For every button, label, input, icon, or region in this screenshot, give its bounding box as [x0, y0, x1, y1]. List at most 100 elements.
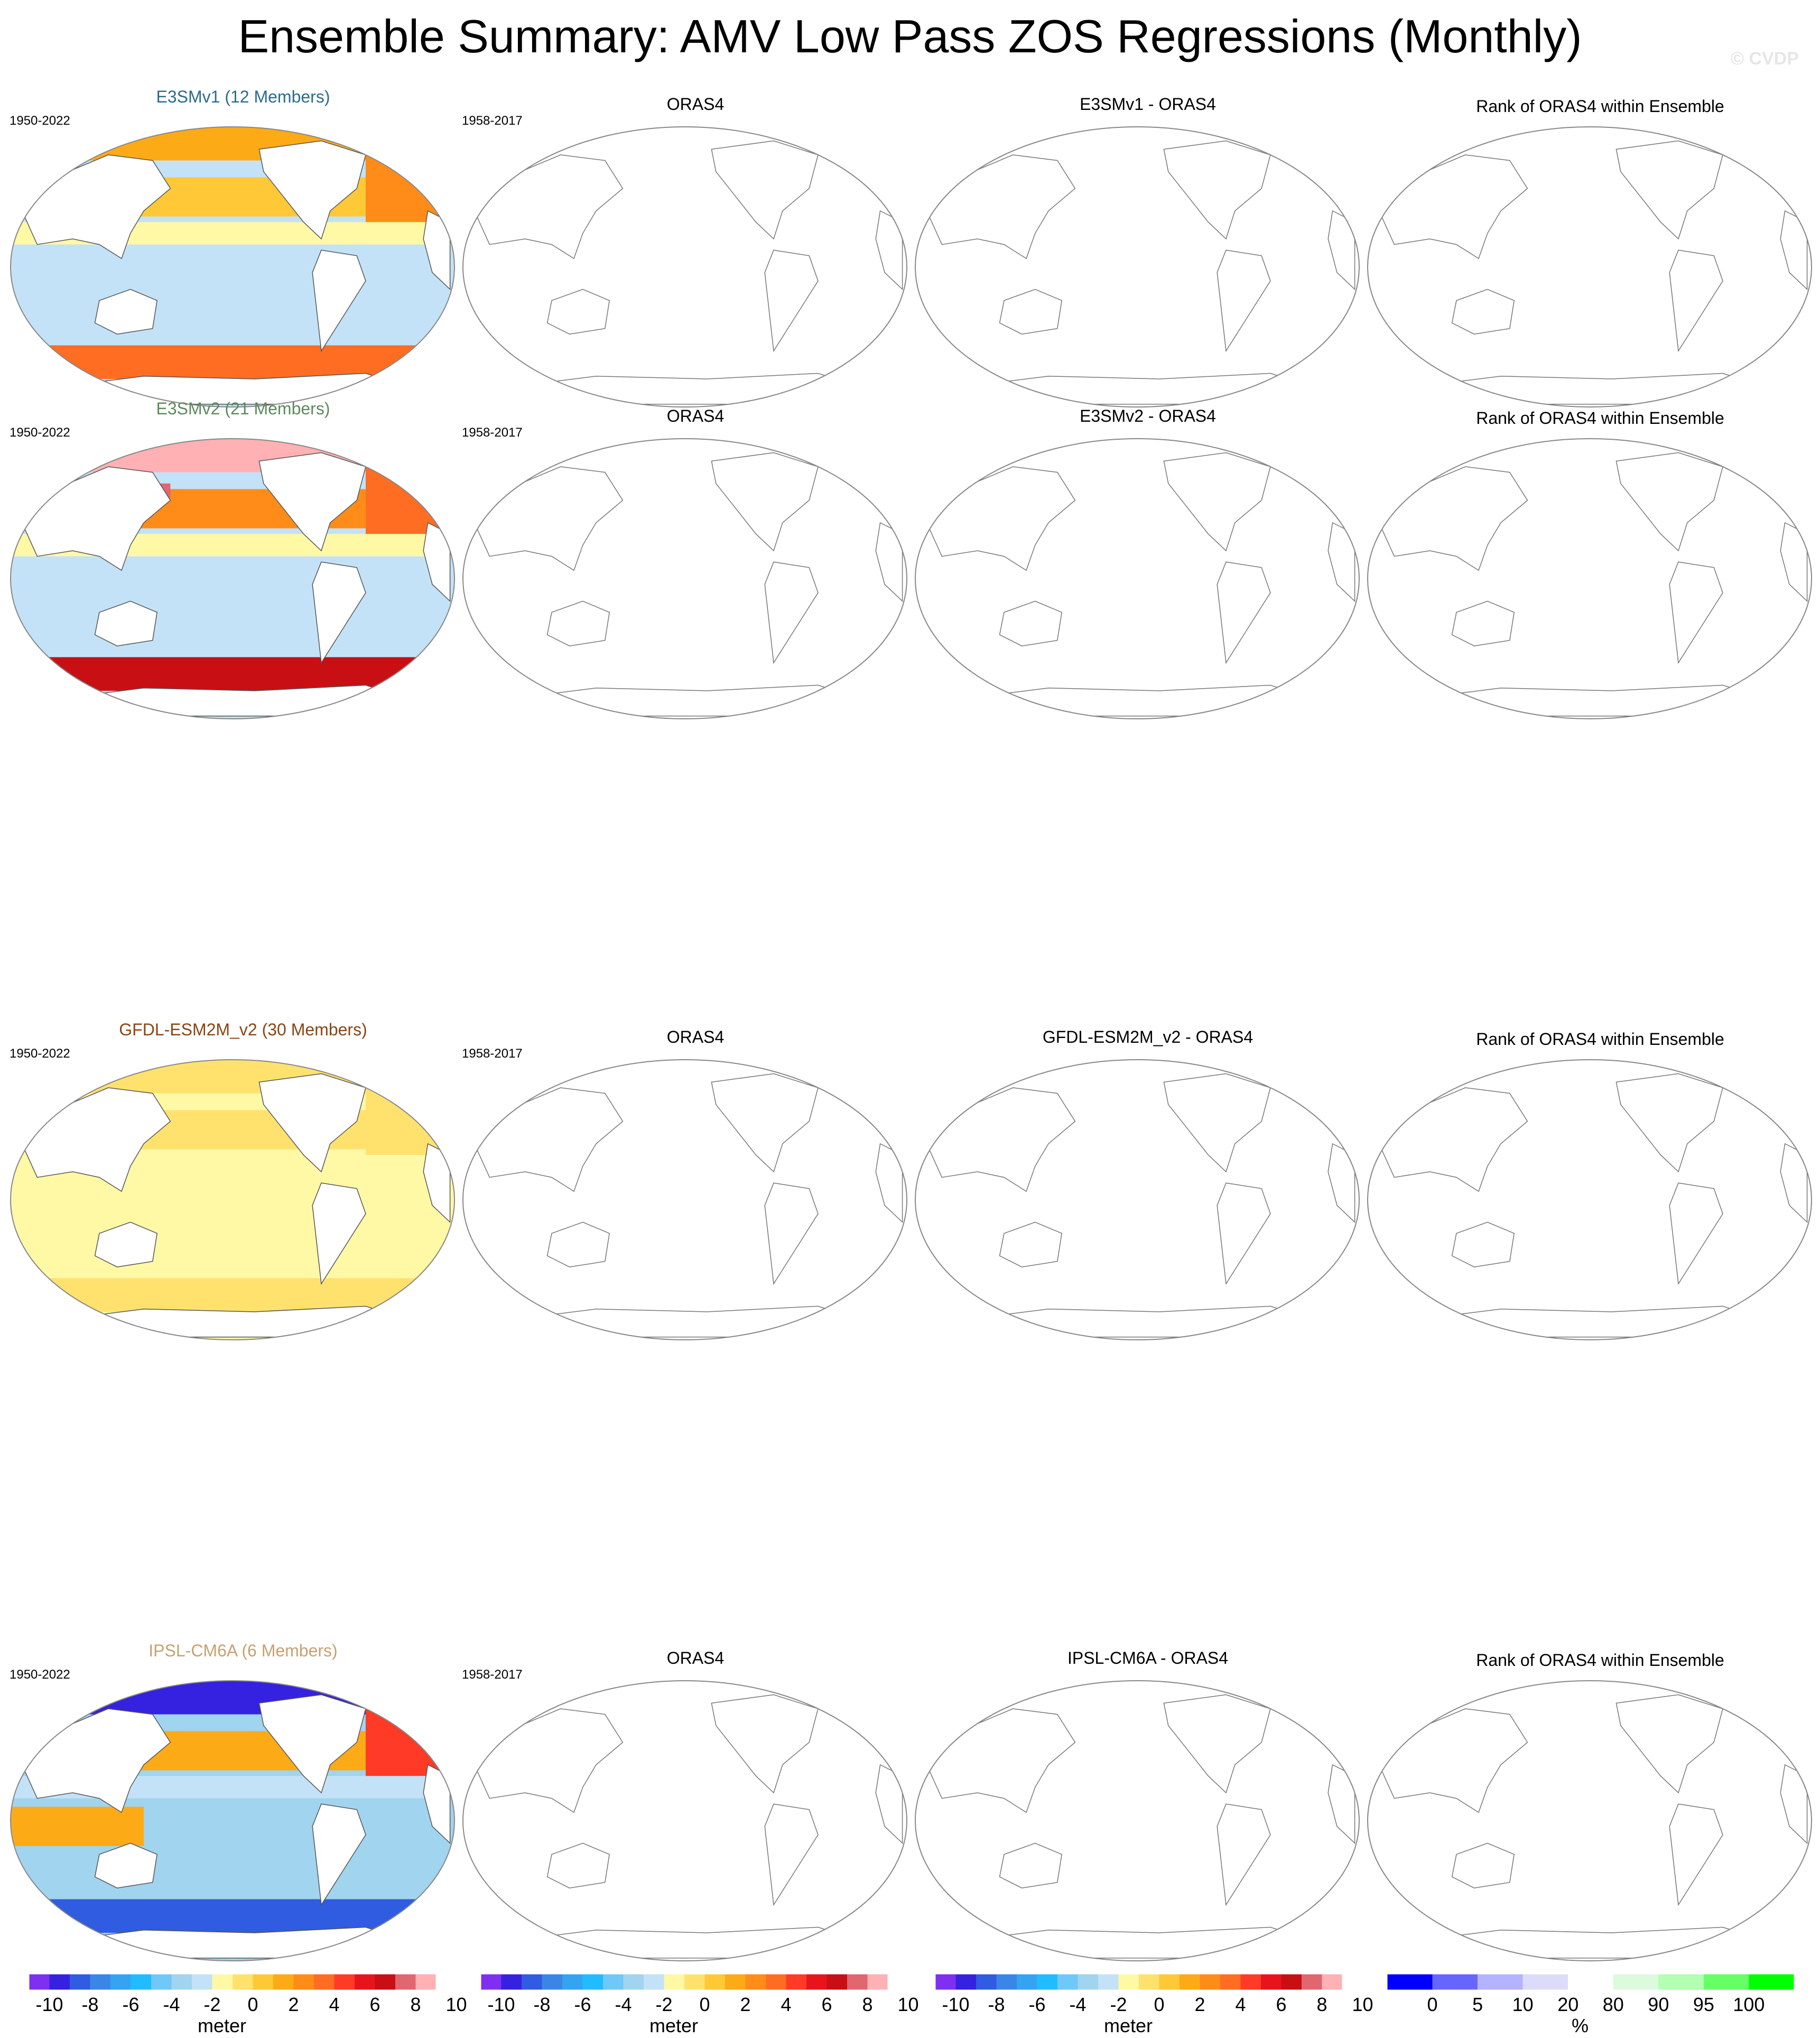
colorbar-swatch	[745, 1974, 766, 1990]
panel-title-diff: E3SMv1 - ORAS4	[1080, 95, 1216, 114]
colorbar-swatch	[1057, 1974, 1078, 1990]
colorbar-tick-label: 4	[1235, 1994, 1246, 2015]
colorbar-swatch	[867, 1974, 888, 1990]
map-panel	[915, 1680, 1360, 1961]
coastline	[711, 140, 819, 240]
panel-title-model: IPSL-CM6A (6 Members)	[148, 1641, 337, 1660]
colorbar-tick-label: 6	[1276, 1994, 1286, 2015]
map-panel	[10, 1680, 455, 1961]
colorbar-swatch	[1322, 1974, 1342, 1990]
colorbar: -10 -8 -6 -4 -2 0 2 4 6 8 10 meter	[29, 1974, 467, 2036]
coastline	[546, 1221, 610, 1267]
colorbar-tick-label: 8	[1316, 1994, 1327, 2015]
colorbar-swatch	[1180, 1974, 1200, 1990]
colorbar-swatch	[49, 1974, 70, 1990]
coastline	[1451, 1842, 1515, 1888]
colorbar-swatch	[481, 1974, 502, 1990]
land-mask	[258, 1073, 366, 1173]
colorbar-tick-label: -2	[655, 1994, 672, 2015]
map-border	[10, 1059, 455, 1340]
colorbar-swatch	[1159, 1974, 1180, 1990]
colorbar-swatch	[806, 1974, 827, 1990]
colorbar-swatch	[1037, 1974, 1057, 1990]
coastline	[711, 1694, 819, 1794]
map-border	[915, 1680, 1360, 1961]
coastline	[1669, 1182, 1723, 1285]
colorbar-swatch	[786, 1974, 806, 1990]
coastline	[1217, 1803, 1271, 1906]
colorbar-tick-label: 10	[445, 1994, 467, 2015]
coastline	[471, 154, 624, 260]
colorbar-swatch	[1078, 1974, 1098, 1990]
coastline	[1669, 1803, 1723, 1906]
colorbar: 0 5 10 20 80 90 95 100%	[1387, 1974, 1795, 2036]
colorbar-swatch	[935, 1974, 956, 1990]
colorbar-tick-label: -2	[1110, 1994, 1127, 2015]
land-mask	[94, 289, 158, 335]
region-indian-ocean	[11, 564, 144, 604]
colorbar-tick-label: -2	[203, 1994, 220, 2015]
coastline	[1669, 561, 1723, 664]
colorbar-swatch	[1098, 1974, 1119, 1990]
land-mask	[94, 1221, 158, 1267]
panel-title-rank: Rank of ORAS4 within Ensemble	[1476, 97, 1724, 116]
colorbar-tick-label: 6	[369, 1994, 380, 2015]
map-panel	[462, 126, 907, 407]
period-label: 1950-2022	[10, 1668, 70, 1682]
land-mask	[94, 600, 158, 646]
colorbar-tick-label: 0	[1427, 1994, 1438, 2015]
period-label: 1958-2017	[462, 425, 523, 440]
coastline	[1615, 140, 1723, 240]
colorbar-swatch	[1200, 1974, 1220, 1990]
colorbar-swatch	[273, 1974, 294, 1990]
colorbar-tick-label: 0	[247, 1994, 258, 2015]
colorbar-tick-label: 2	[1194, 1994, 1205, 2015]
coastline	[764, 561, 819, 664]
colorbar: -10 -8 -6 -4 -2 0 2 4 6 8 10 meter	[935, 1974, 1373, 2036]
colorbar-swatch	[171, 1974, 192, 1990]
colorbar: -10 -8 -6 -4 -2 0 2 4 6 8 10 meter	[480, 1974, 919, 2036]
map-panel	[10, 126, 455, 407]
coastline	[923, 466, 1076, 571]
colorbar-swatch	[1432, 1974, 1478, 1990]
panel-title-obs: ORAS4	[667, 95, 724, 114]
colorbar-tick-label: -6	[574, 1994, 591, 2015]
coastline	[999, 600, 1063, 646]
period-label: 1950-2022	[10, 425, 70, 440]
colorbar-swatch	[644, 1974, 664, 1990]
coastline	[764, 1803, 819, 1906]
colorbar-swatch	[1220, 1974, 1241, 1990]
colorbar-swatch	[1017, 1974, 1037, 1990]
map-panel	[915, 1059, 1360, 1340]
coastline	[1780, 210, 1808, 291]
coastline	[507, 1926, 872, 1959]
coastline	[711, 452, 819, 552]
colorbar-tick-label: 5	[1472, 1994, 1483, 2015]
colorbar-tick-label: 95	[1693, 1994, 1714, 2015]
colorbar-swatch	[827, 1974, 847, 1990]
colorbar-tick-label: 0	[1154, 1994, 1164, 2015]
map-border	[915, 126, 1360, 407]
colorbar-units: meter	[1104, 2015, 1153, 2036]
coastline	[1376, 1087, 1528, 1192]
coastline	[471, 1087, 624, 1192]
panel-title-rank: Rank of ORAS4 within Ensemble	[1476, 409, 1724, 428]
coastline	[1451, 600, 1515, 646]
coastline	[1217, 249, 1271, 353]
colorbar-swatch	[29, 1974, 50, 1990]
coastline	[1163, 140, 1271, 240]
map-border	[462, 1059, 907, 1340]
colorbar-swatch	[355, 1974, 375, 1990]
coastline	[1451, 1221, 1515, 1267]
colorbar-swatch	[725, 1974, 746, 1990]
region-arctic	[11, 1060, 454, 1094]
colorbar-tick-label: 2	[740, 1994, 750, 2015]
coastline	[1376, 1708, 1528, 1813]
colorbar-swatch	[415, 1974, 436, 1990]
panel-title-model: E3SMv1 (12 Members)	[156, 87, 330, 106]
map-border	[462, 126, 907, 407]
colorbar-tick-label: 10	[897, 1994, 918, 2015]
colorbar-swatch	[955, 1974, 976, 1990]
coastline	[1669, 249, 1723, 353]
